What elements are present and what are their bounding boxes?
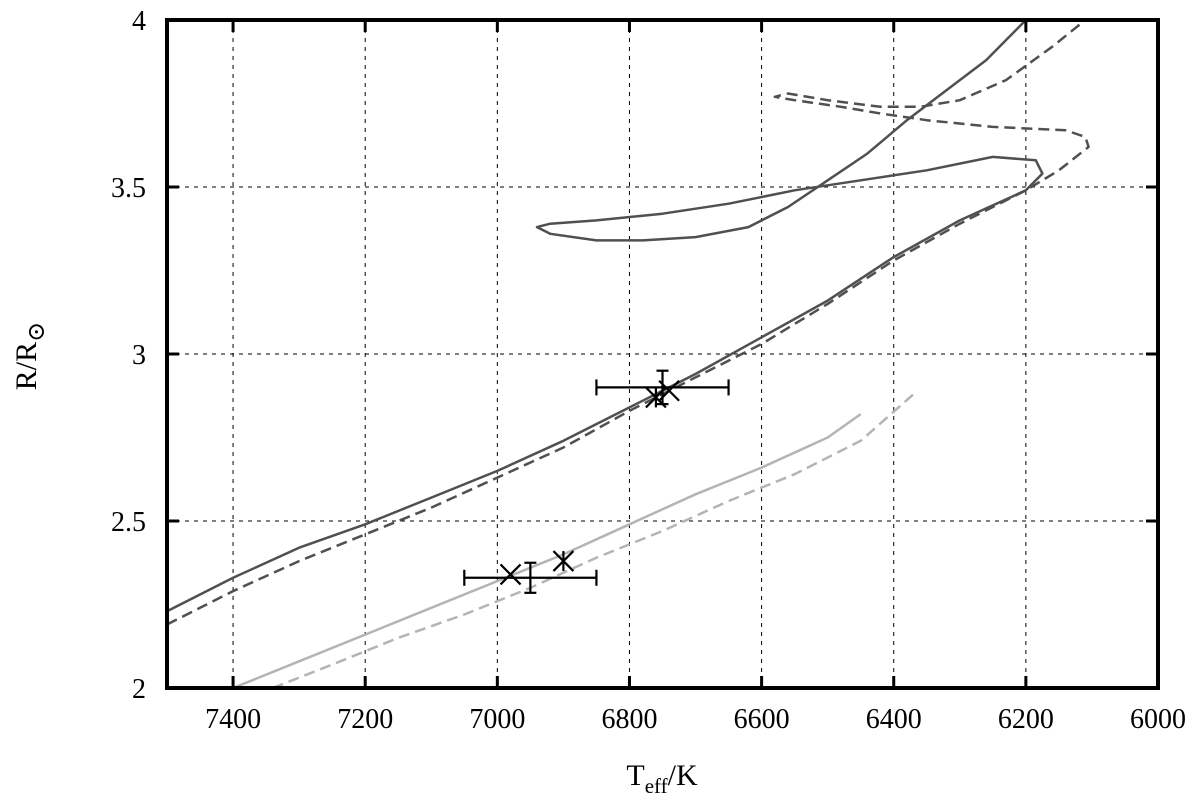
- y-axis-label: R/R⊙: [10, 322, 50, 390]
- data-markers: [499, 379, 680, 586]
- x-marker: [499, 563, 522, 586]
- x-tick-label: 6600: [734, 704, 790, 735]
- x-marker: [658, 379, 680, 402]
- x-tick-label: 7000: [469, 704, 525, 735]
- y-tick-label: 2.5: [111, 507, 146, 538]
- x-tick-label: 7200: [337, 704, 393, 735]
- x-tick-label: 6200: [998, 704, 1054, 735]
- y-tick-label: 4: [132, 6, 146, 37]
- x-tick-label: 6800: [601, 704, 657, 735]
- y-tick-label: 2: [132, 674, 146, 705]
- error-bar: [595, 369, 730, 406]
- x-tick-label: 6400: [866, 704, 922, 735]
- axis-ticks: [167, 18, 1160, 690]
- series-line-4: [272, 393, 915, 690]
- y-tick-label: 3: [132, 340, 146, 371]
- y-tick-label: 3.5: [111, 173, 146, 204]
- x-tick-label: 6000: [1130, 704, 1186, 735]
- grid: [167, 20, 1158, 688]
- x-axis-label: Teff/K: [626, 759, 698, 798]
- x-tick-label: 7400: [205, 704, 261, 735]
- error-bar: [463, 561, 598, 594]
- series-line-1: [166, 19, 1044, 613]
- series-line-2: [166, 19, 1090, 626]
- error-bars: [463, 369, 730, 594]
- star-marker: [645, 386, 667, 409]
- star-marker: [552, 550, 575, 572]
- tick-labels: 7400 7200 7000 6800 6600 6400 6200 6000 2 2.5 3 3.5…: [111, 6, 1186, 735]
